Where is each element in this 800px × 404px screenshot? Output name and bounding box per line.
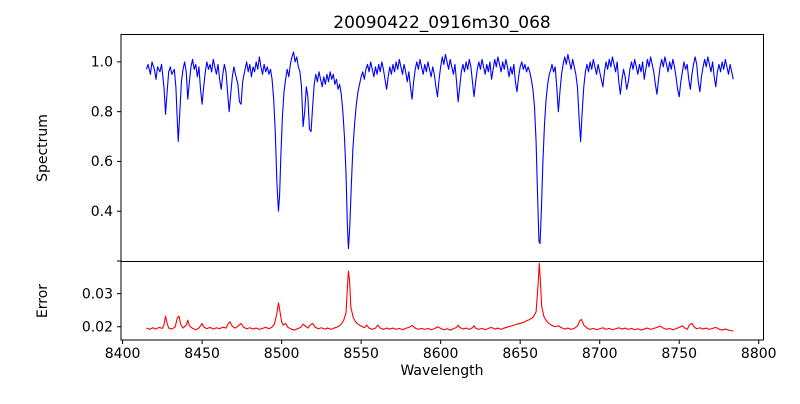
error-y-tick-label: 0.03	[82, 286, 113, 302]
spectrum-y-tick-label: 0.6	[91, 154, 113, 170]
x-tick-label: 8700	[582, 346, 618, 362]
spectrum-y-tick-label: 0.4	[91, 204, 113, 220]
error-plot-frame	[120, 261, 764, 341]
x-tick-label: 8750	[661, 346, 697, 362]
error-y-tick-label: 0.02	[82, 320, 113, 336]
x-tick-label: 8500	[264, 346, 300, 362]
x-axis-label: Wavelength	[400, 363, 483, 379]
spectrum-y-tick-label: 1.0	[91, 55, 113, 71]
plot-series	[145, 51, 734, 332]
axis-ticks: 1.0 0.8 0.6 0.4 0.03 0.02 8400 8450 8500 8550 8600…	[82, 55, 777, 362]
x-tick-label: 8400	[105, 346, 141, 362]
x-tick-label: 8800	[741, 346, 777, 362]
x-tick-label: 8450	[184, 346, 220, 362]
spectrum-line	[145, 51, 734, 250]
figure-title: 20090422_0916m30_068	[333, 13, 550, 33]
error-y-axis-label: Error	[35, 284, 51, 318]
x-tick-label: 8600	[423, 346, 459, 362]
x-tick-label: 8550	[343, 346, 379, 362]
spectrum-y-axis-label: Spectrum	[35, 114, 51, 182]
x-tick-label: 8650	[502, 346, 538, 362]
error-line	[146, 262, 734, 332]
spectrum-y-tick-label: 0.8	[91, 104, 113, 120]
